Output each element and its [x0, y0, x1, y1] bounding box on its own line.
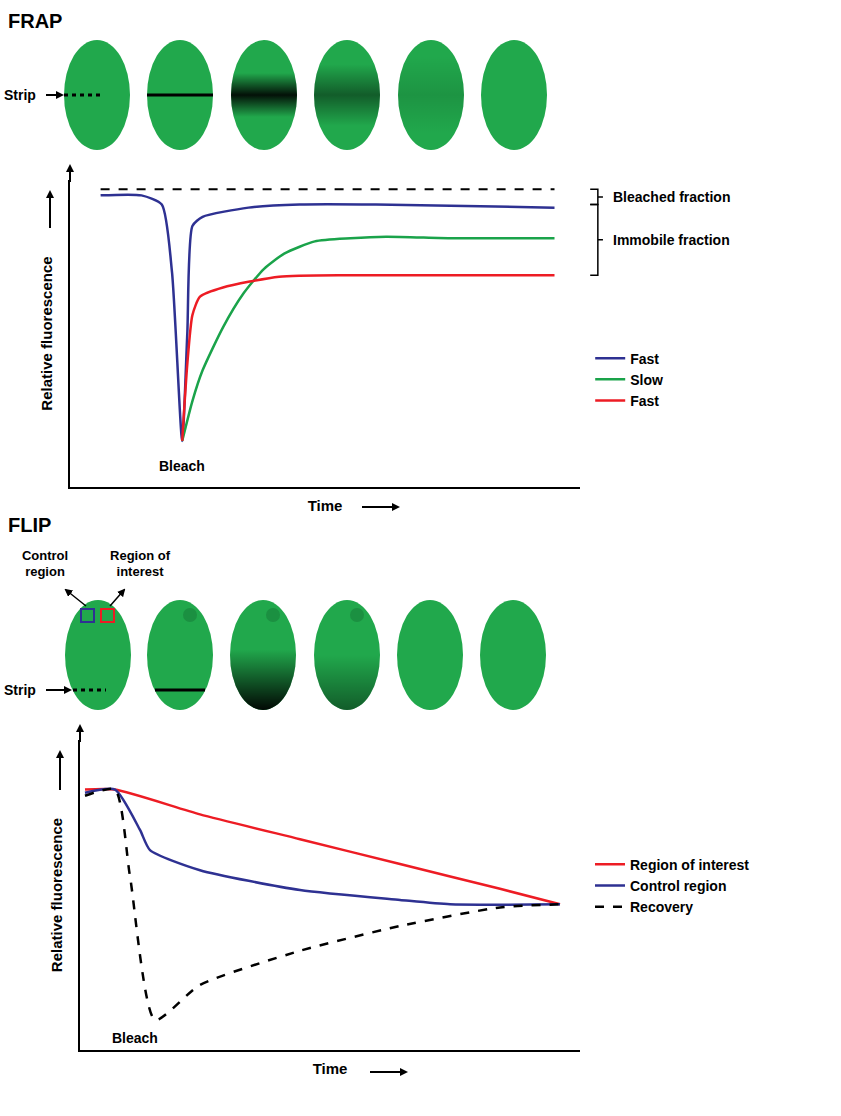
svg-text:FLIP: FLIP [8, 514, 51, 536]
svg-text:Bleach: Bleach [112, 1030, 158, 1046]
svg-text:Bleach: Bleach [159, 458, 205, 474]
svg-text:FRAP: FRAP [8, 10, 62, 32]
svg-text:region: region [25, 564, 65, 579]
svg-text:Fast: Fast [630, 351, 659, 367]
svg-text:Recovery: Recovery [630, 899, 693, 915]
svg-text:Fast: Fast [630, 393, 659, 409]
svg-text:Slow: Slow [630, 372, 663, 388]
svg-text:Relative fluorescence: Relative fluorescence [48, 818, 65, 972]
svg-text:Control region: Control region [630, 878, 726, 894]
svg-text:Relative fluorescence: Relative fluorescence [38, 256, 55, 410]
svg-text:Region of interest: Region of interest [630, 857, 749, 873]
svg-text:Time: Time [313, 1060, 348, 1077]
svg-text:Bleached fraction: Bleached fraction [613, 189, 730, 205]
svg-text:Strip: Strip [4, 87, 36, 103]
svg-text:interest: interest [117, 564, 165, 579]
svg-text:Immobile fraction: Immobile fraction [613, 232, 730, 248]
svg-text:Strip: Strip [4, 682, 36, 698]
svg-text:Time: Time [308, 497, 343, 514]
svg-text:Region of: Region of [110, 548, 171, 563]
svg-text:Control: Control [22, 548, 68, 563]
